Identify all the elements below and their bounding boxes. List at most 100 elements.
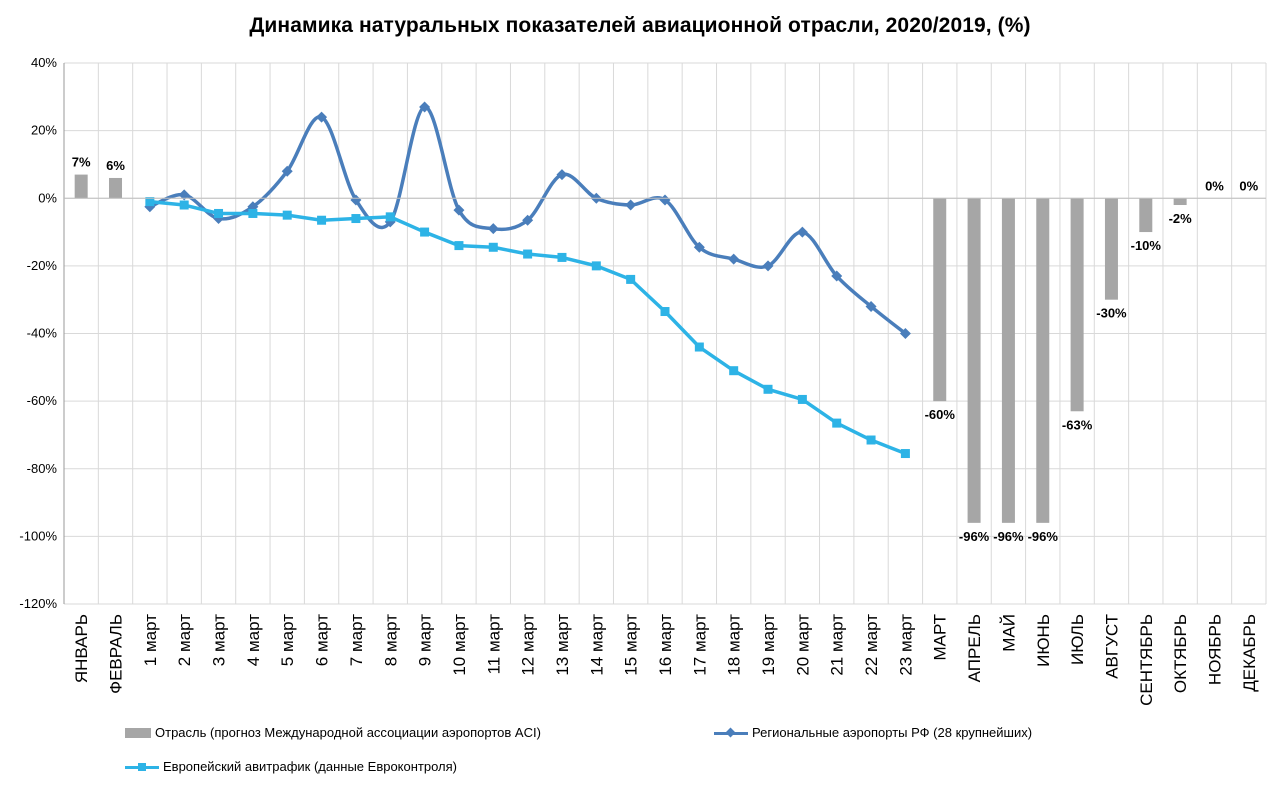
square-marker [420, 227, 430, 237]
bar-data-label: 0% [1239, 178, 1258, 193]
legend-item-industry: Отрасль (прогноз Международной ассоциаци… [125, 725, 541, 740]
square-marker [248, 208, 258, 218]
x-tick-label: ДЕКАБРЬ [1240, 614, 1259, 692]
x-tick-label: 10 март [450, 614, 469, 676]
square-marker [797, 394, 807, 404]
bar [967, 198, 981, 523]
square-marker [694, 342, 704, 352]
x-tick-label: ЯНВАРЬ [72, 614, 91, 683]
diamond-marker [316, 111, 328, 123]
bar [74, 174, 88, 199]
bar-data-label: -96% [1028, 529, 1059, 544]
x-tick-label: 9 март [416, 614, 435, 666]
square-marker [763, 384, 773, 394]
x-tick-label: АПРЕЛЬ [965, 614, 984, 682]
x-tick-label: 8 март [381, 614, 400, 666]
square-marker [488, 242, 498, 252]
y-tick-label: -80% [27, 461, 58, 476]
x-tick-label: 17 март [690, 614, 709, 676]
x-tick-label: 20 март [793, 614, 812, 676]
bar-data-label: 0% [1205, 178, 1224, 193]
diamond-marker [178, 189, 190, 201]
diamond-marker [419, 101, 431, 113]
diamond-marker [556, 169, 568, 181]
bar [1173, 198, 1187, 206]
diamond-marker [831, 270, 843, 282]
y-tick-label: -20% [27, 258, 58, 273]
square-marker [626, 274, 636, 284]
diamond-marker [487, 223, 499, 235]
bar-data-label: -96% [959, 529, 990, 544]
square-marker [282, 210, 292, 220]
legend-item-regional-airports: Региональные аэропорты РФ (28 крупнейших… [714, 725, 1032, 740]
bar [933, 198, 947, 402]
x-tick-label: СЕНТЯБРЬ [1137, 614, 1156, 706]
y-tick-label: 0% [38, 190, 57, 205]
bar-data-label: -63% [1062, 417, 1093, 432]
diamond-marker [659, 194, 671, 206]
bar [109, 177, 123, 199]
y-tick-label: -120% [19, 596, 57, 611]
bar-data-label: -2% [1169, 211, 1193, 226]
bar [1070, 198, 1084, 412]
square-marker [317, 215, 327, 225]
square-marker [179, 200, 189, 210]
x-tick-label: 14 март [587, 614, 606, 676]
label-layer: 7% 6%-60%-96% -96% -96%-63%-30%-10%-2%0% 0% [72, 155, 1259, 544]
diamond-marker [693, 241, 705, 253]
diamond-marker [625, 199, 637, 211]
bar [1036, 198, 1050, 523]
bar-data-label: -60% [925, 407, 956, 422]
square-marker [454, 241, 464, 251]
axis-layer: 40% 20% 0% -20% -40% -60% -80% -100% -120% ЯНВАРЬ… [19, 55, 1266, 706]
bar-data-label: 7% [72, 155, 91, 170]
bar [1001, 198, 1015, 523]
x-tick-label: 1 март [141, 614, 160, 666]
square-marker [660, 307, 670, 317]
bar [1104, 198, 1118, 300]
y-tick-label: -100% [19, 528, 57, 543]
bar [1139, 198, 1153, 233]
square-marker [729, 366, 739, 376]
legend-label-industry: Отрасль (прогноз Международной ассоциаци… [155, 725, 541, 740]
x-tick-label: ИЮЛЬ [1068, 614, 1087, 665]
diamond-marker [762, 260, 774, 272]
x-tick-label: 2 март [175, 614, 194, 666]
x-tick-label: МАРТ [931, 614, 950, 660]
x-tick-label: 4 март [244, 614, 263, 666]
legend-label-regional-airports: Региональные аэропорты РФ (28 крупнейших… [752, 725, 1033, 740]
x-tick-label: МАЙ [999, 614, 1018, 652]
x-tick-label: 19 март [759, 614, 778, 676]
x-tick-label: 11 март [484, 614, 503, 675]
legend-swatch-square-line [125, 761, 159, 773]
x-tick-label: 13 март [553, 614, 572, 676]
diamond-marker [453, 204, 465, 216]
x-tick-label: 7 март [347, 614, 366, 666]
diamond-marker [728, 253, 740, 265]
legend-swatch-diamond-line [714, 727, 748, 739]
square-marker [832, 418, 842, 428]
legend-item-european-traffic: Европейский авитрафик (данные Евроконтро… [125, 759, 457, 774]
square-marker [866, 435, 876, 445]
x-tick-label: ИЮНЬ [1034, 614, 1053, 667]
bar-data-label: -30% [1096, 306, 1127, 321]
bar-layer [74, 174, 1187, 523]
diamond-marker [796, 226, 808, 238]
y-tick-label: -40% [27, 326, 58, 341]
x-tick-label: 18 март [725, 614, 744, 676]
diamond-marker [899, 328, 911, 339]
square-marker [523, 249, 533, 259]
y-tick-label: 40% [31, 55, 57, 70]
square-marker [385, 212, 395, 222]
x-tick-label: 23 март [896, 614, 915, 676]
square-marker [145, 197, 155, 207]
square-marker [214, 208, 224, 218]
x-tick-label: 15 март [622, 614, 641, 676]
x-tick-label: 12 март [519, 614, 538, 676]
diamond-marker [350, 194, 362, 206]
chart-title: Динамика натуральных показателей авиацио… [249, 14, 1031, 37]
x-tick-label: АВГУСТ [1102, 614, 1121, 679]
y-tick-label: -60% [27, 393, 58, 408]
x-tick-label: 21 март [828, 614, 847, 676]
x-tick-label: 16 март [656, 614, 675, 676]
